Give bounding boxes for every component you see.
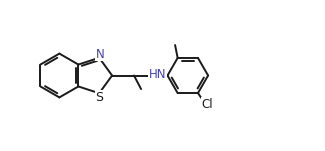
Text: Cl: Cl (202, 98, 214, 111)
Text: HN: HN (149, 68, 166, 81)
Text: N: N (96, 48, 105, 61)
Text: S: S (95, 91, 103, 104)
